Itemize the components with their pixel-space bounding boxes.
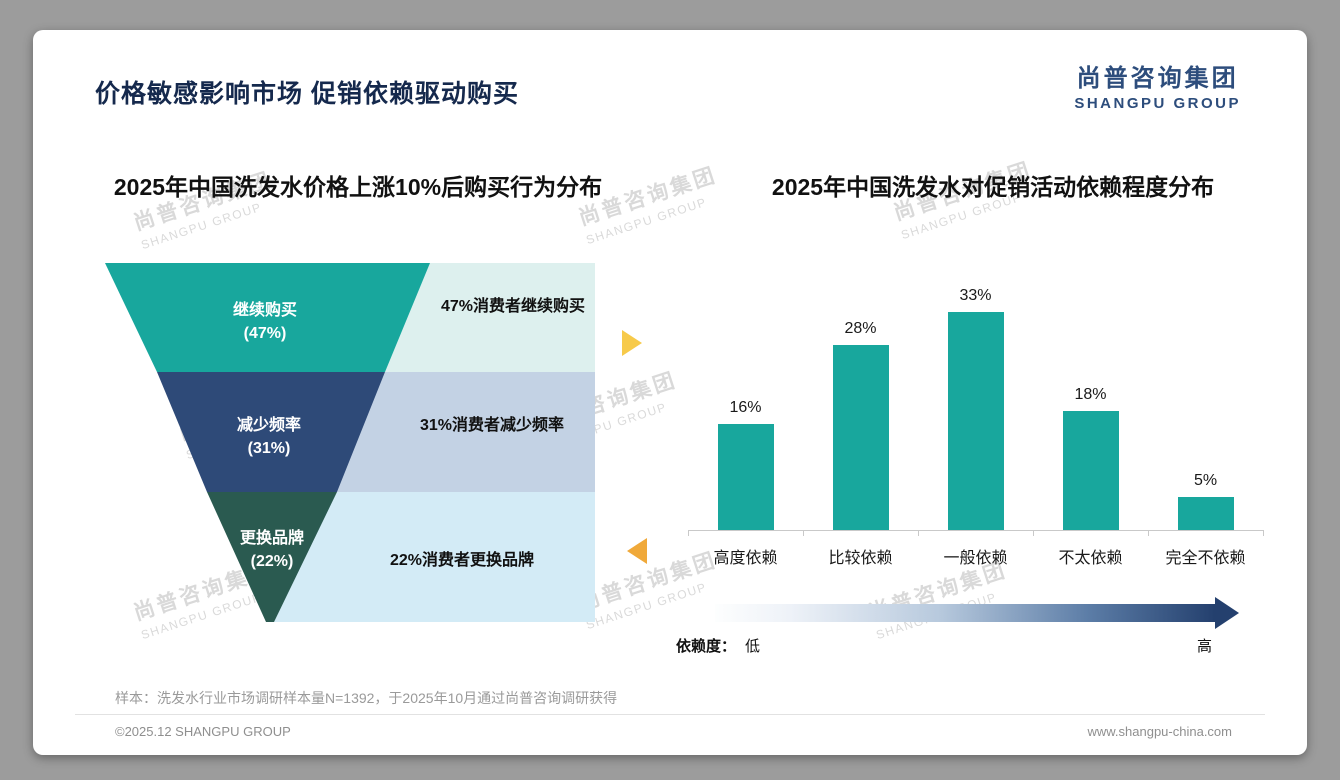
category-label: 高度依赖 bbox=[713, 550, 778, 567]
category-label: 比较依赖 bbox=[828, 550, 893, 567]
bar-chart-title: 2025年中国洗发水对促销活动依赖程度分布 bbox=[771, 174, 1215, 200]
bar-value-label: 28% bbox=[844, 320, 877, 338]
funnel-desc-box-3 bbox=[270, 492, 595, 622]
funnel-desc-1: 47%消费者继续购买 bbox=[441, 296, 585, 315]
dependency-low-label: 低 bbox=[745, 638, 761, 655]
funnel-stage-1-value: (47%) bbox=[244, 325, 287, 342]
bar-value-label: 18% bbox=[1074, 386, 1107, 404]
footer-website: www.shangpu-china.com bbox=[1087, 724, 1232, 739]
funnel-stage-1-label: 继续购买 bbox=[233, 300, 297, 319]
funnel-desc-box-2 bbox=[337, 372, 595, 492]
bar bbox=[947, 312, 1004, 530]
funnel-chart: 继续购买 (47%) 减少频率 (31%) 更换品牌 (22%) 47%消费者继… bbox=[105, 263, 647, 622]
dependency-gradient-arrow bbox=[715, 604, 1215, 622]
funnel-desc-box-1 bbox=[385, 263, 595, 372]
company-logo: 尚普咨询集团 SHANGPU GROUP bbox=[1074, 58, 1241, 112]
bar bbox=[717, 424, 774, 530]
axis-baseline bbox=[688, 530, 1263, 531]
funnel-desc-2: 31%消费者减少频率 bbox=[420, 415, 564, 434]
bar-column: 5% bbox=[1148, 260, 1263, 530]
funnel-chart-title: 2025年中国洗发水价格上涨10%后购买行为分布 bbox=[113, 174, 603, 200]
category-label: 完全不依赖 bbox=[1165, 550, 1246, 567]
dependency-arrowhead-icon bbox=[1215, 597, 1239, 629]
funnel-stage-3-value: (22%) bbox=[251, 553, 294, 570]
arrow-right-icon bbox=[622, 330, 642, 356]
bar-column: 33% bbox=[918, 260, 1033, 530]
slide-card: 尚普咨询集团 SHANGPU GROUP 尚普咨询集团 SHANGPU GROU… bbox=[33, 30, 1307, 755]
axis-tick bbox=[918, 530, 919, 536]
bar-value-label: 16% bbox=[729, 399, 762, 417]
funnel-stage-3-label: 更换品牌 bbox=[240, 528, 304, 547]
category-label: 不太依赖 bbox=[1058, 550, 1123, 567]
axis-tick bbox=[1263, 530, 1264, 536]
logo-cn-text: 尚普咨询集团 bbox=[1076, 65, 1239, 92]
arrow-left-icon bbox=[627, 538, 647, 564]
funnel-stage-2 bbox=[157, 372, 385, 492]
axis-tick bbox=[803, 530, 804, 536]
axis-tick bbox=[1033, 530, 1034, 536]
bar bbox=[1062, 411, 1119, 530]
axis-tick bbox=[688, 530, 689, 536]
category-axis: 高度依赖 比较依赖 一般依赖 不太依赖 完全不依赖 bbox=[688, 544, 1263, 568]
dependency-axis-label: 依赖度： bbox=[676, 638, 737, 655]
sample-note: 样本：洗发水行业市场调研样本量N=1392，于2025年10月通过尚普咨询调研获… bbox=[115, 690, 618, 706]
axis-tick bbox=[1148, 530, 1149, 536]
bar-value-label: 33% bbox=[959, 287, 992, 305]
bar-column: 28% bbox=[803, 260, 918, 530]
bar-column: 18% bbox=[1033, 260, 1148, 530]
funnel-stage-1 bbox=[105, 263, 430, 372]
bar-column: 16% bbox=[688, 260, 803, 530]
bar-value-label: 5% bbox=[1193, 472, 1218, 489]
funnel-stage-2-value: (31%) bbox=[248, 440, 291, 457]
bar bbox=[1177, 497, 1234, 530]
footer-copyright: ©2025.12 SHANGPU GROUP bbox=[115, 724, 291, 739]
bar bbox=[832, 345, 889, 530]
bar-chart: 16% 28% 33% 18% 5% bbox=[688, 260, 1263, 530]
funnel-stage-2-label: 减少频率 bbox=[237, 415, 301, 434]
funnel-stage-3 bbox=[207, 492, 337, 622]
funnel-desc-3: 22%消费者更换品牌 bbox=[390, 550, 534, 569]
category-label: 一般依赖 bbox=[943, 550, 1008, 567]
page-title: 价格敏感影响市场 促销依赖驱动购买 bbox=[95, 80, 519, 108]
footer-divider bbox=[75, 714, 1265, 715]
dependency-high-label: 高 bbox=[1197, 638, 1213, 655]
logo-en-text: SHANGPU GROUP bbox=[1074, 95, 1241, 112]
